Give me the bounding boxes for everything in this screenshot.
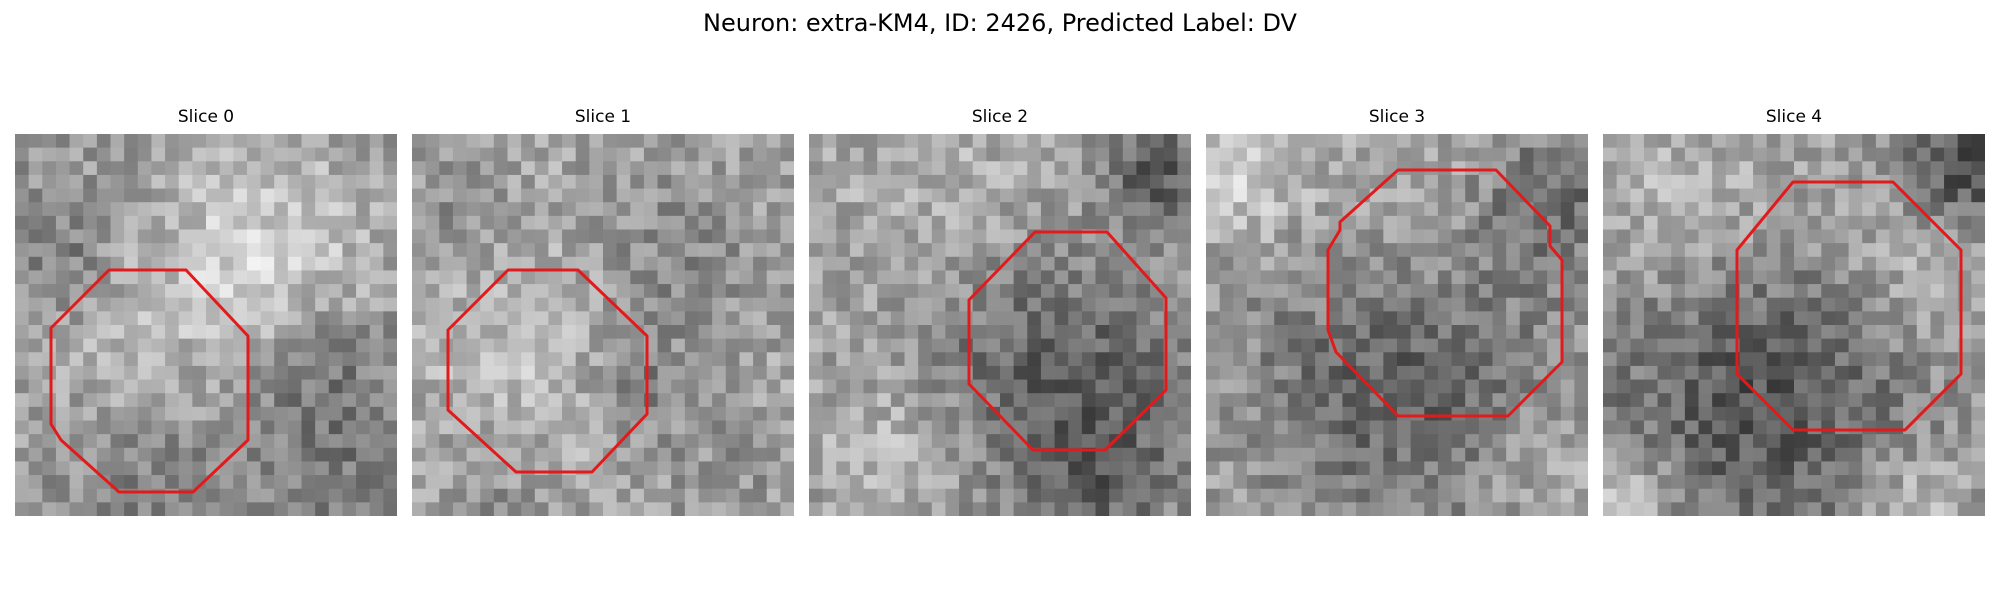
figure-title: Neuron: extra-KM4, ID: 2426, Predicted L… xyxy=(703,9,1297,37)
slice-title-0: Slice 0 xyxy=(177,107,235,127)
slice-title-2: Slice 2 xyxy=(971,107,1029,127)
pixel-grid xyxy=(809,134,1191,516)
slice-image-3 xyxy=(1206,134,1588,516)
roi-contour xyxy=(967,230,1168,452)
pixel-grid xyxy=(1206,134,1588,516)
slice-image-2 xyxy=(809,134,1191,516)
slice-image-1 xyxy=(412,134,794,516)
roi-contour xyxy=(1326,168,1564,418)
slice-title-4: Slice 4 xyxy=(1765,107,1823,127)
slice-image-0 xyxy=(15,134,397,516)
slice-title-1: Slice 1 xyxy=(574,107,632,127)
pixel-grid xyxy=(15,134,397,516)
roi-contour xyxy=(1735,180,1963,432)
slice-title-3: Slice 3 xyxy=(1368,107,1426,127)
slice-image-4 xyxy=(1603,134,1985,516)
pixel-grid xyxy=(412,134,794,516)
roi-contour xyxy=(49,268,250,494)
pixel-grid xyxy=(1603,134,1985,516)
roi-contour xyxy=(446,268,649,474)
